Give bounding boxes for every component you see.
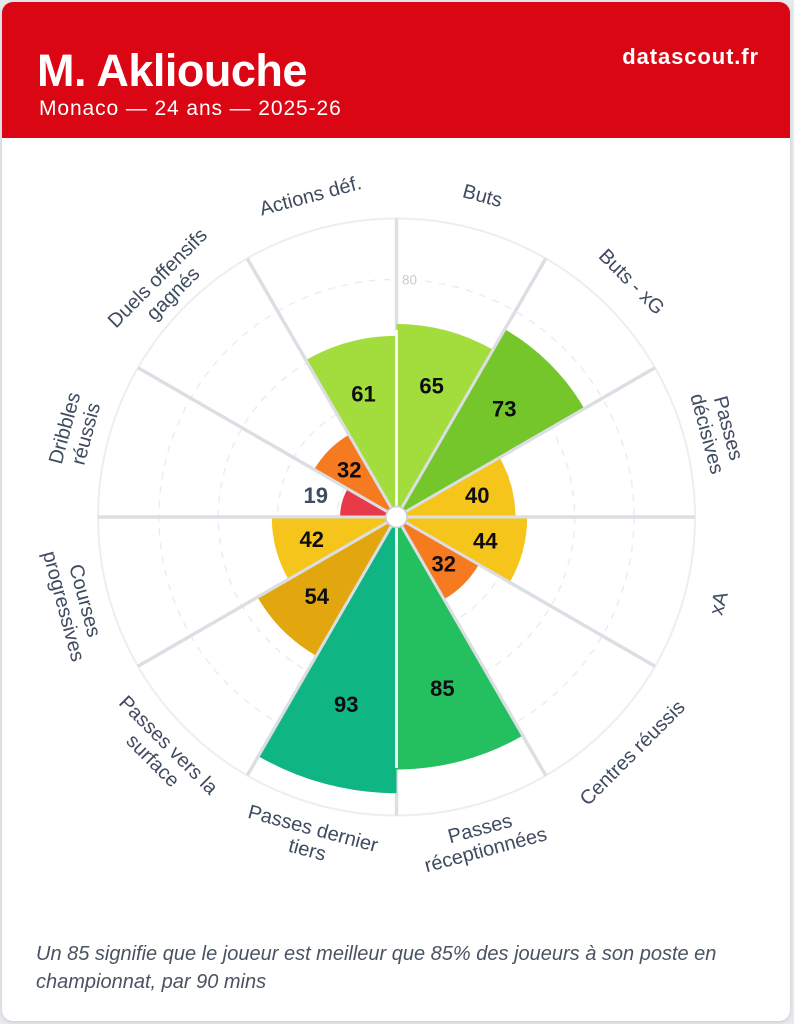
svg-text:42: 42: [300, 527, 324, 552]
svg-text:Dribblesréussis: Dribblesréussis: [45, 390, 106, 472]
svg-text:40: 40: [465, 483, 489, 508]
svg-text:xA: xA: [706, 589, 733, 618]
svg-text:32: 32: [337, 457, 361, 482]
svg-text:61: 61: [351, 382, 375, 407]
svg-text:93: 93: [334, 692, 358, 717]
svg-text:Passesdécisives: Passesdécisives: [685, 386, 749, 477]
svg-text:80: 80: [402, 273, 417, 288]
svg-text:Buts: Buts: [460, 180, 504, 212]
svg-text:Coursesprogressives: Coursesprogressives: [38, 543, 110, 664]
svg-text:44: 44: [473, 528, 498, 553]
svg-text:Passes vers lasurface: Passes vers lasurface: [99, 692, 223, 816]
svg-text:65: 65: [419, 373, 443, 398]
svg-text:54: 54: [305, 584, 330, 609]
svg-text:Buts - xG: Buts - xG: [594, 245, 669, 320]
svg-text:19: 19: [304, 483, 328, 508]
svg-text:Centres réussis: Centres réussis: [576, 696, 690, 810]
svg-text:Actions déf.: Actions déf.: [257, 172, 364, 220]
svg-text:73: 73: [492, 397, 516, 422]
svg-text:85: 85: [430, 676, 454, 701]
svg-text:32: 32: [431, 552, 455, 577]
